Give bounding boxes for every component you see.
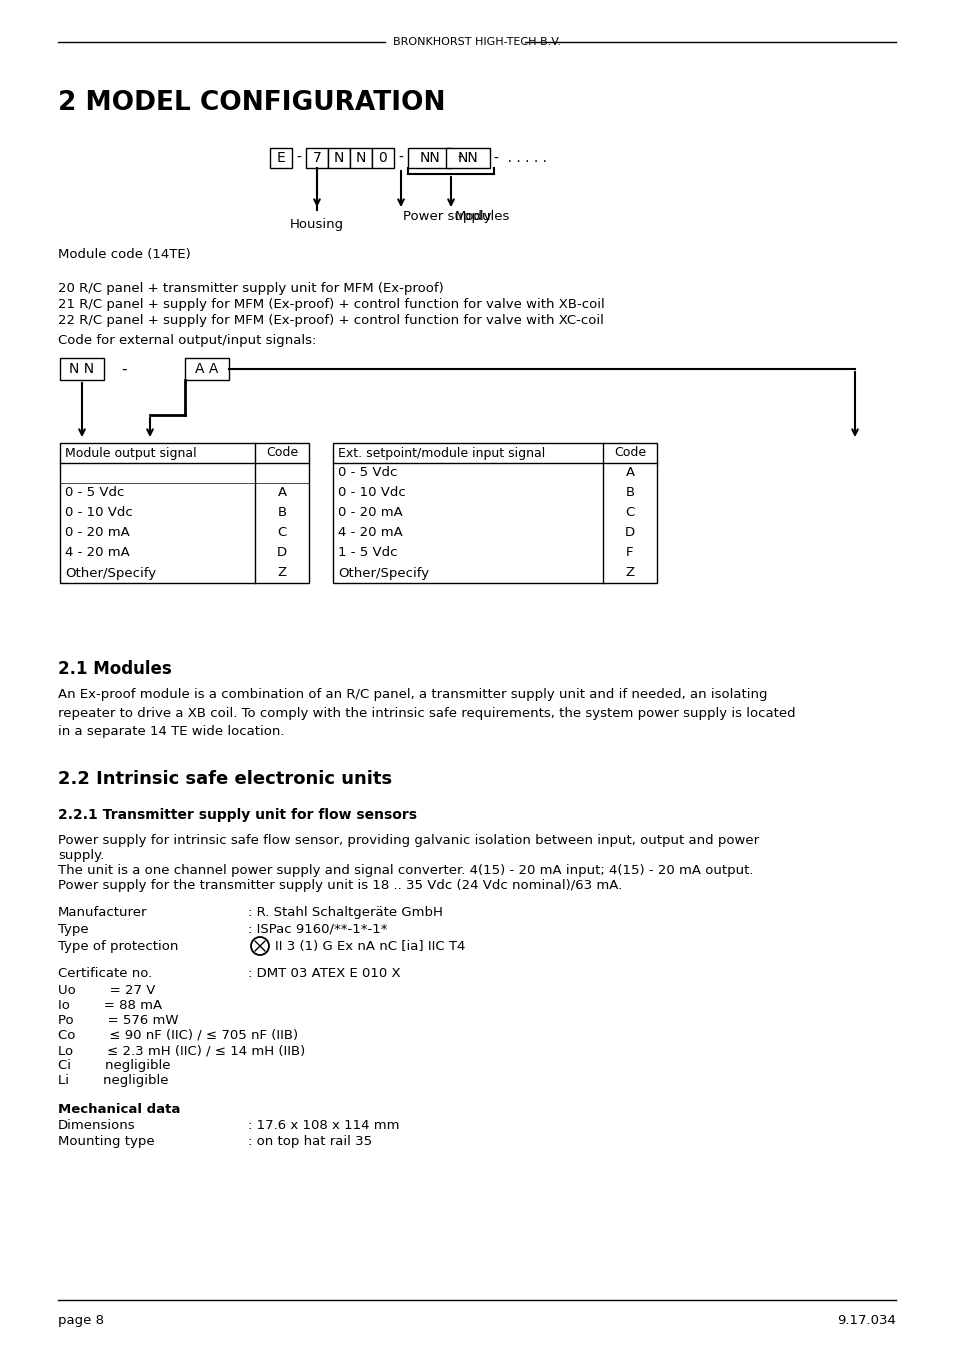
Text: Certificate no.: Certificate no. bbox=[58, 967, 152, 980]
Text: A: A bbox=[277, 486, 286, 500]
Text: 0 - 10 Vdc: 0 - 10 Vdc bbox=[337, 486, 405, 500]
Text: -: - bbox=[456, 151, 461, 165]
Text: C: C bbox=[277, 526, 286, 540]
Text: 21 R/C panel + supply for MFM (Ex-proof) + control function for valve with XB-co: 21 R/C panel + supply for MFM (Ex-proof)… bbox=[58, 298, 604, 311]
Text: NN: NN bbox=[457, 151, 477, 165]
Text: -  . . . . .: - . . . . . bbox=[494, 151, 546, 165]
Text: -: - bbox=[398, 151, 403, 165]
Text: A A: A A bbox=[195, 362, 218, 377]
Text: page 8: page 8 bbox=[58, 1314, 104, 1327]
Text: Type of protection: Type of protection bbox=[58, 940, 178, 953]
Text: N N: N N bbox=[70, 362, 94, 377]
Text: : DMT 03 ATEX E 010 X: : DMT 03 ATEX E 010 X bbox=[248, 967, 400, 980]
Text: 2.1 Modules: 2.1 Modules bbox=[58, 660, 172, 678]
Bar bbox=[306, 148, 328, 167]
Text: Modules: Modules bbox=[455, 211, 510, 223]
Bar bbox=[185, 358, 229, 379]
Text: Power supply for the transmitter supply unit is 18 .. 35 Vdc (24 Vdc nominal)/63: Power supply for the transmitter supply … bbox=[58, 879, 621, 892]
Text: Lo        ≤ 2.3 mH (IIC) / ≤ 14 mH (IIB): Lo ≤ 2.3 mH (IIC) / ≤ 14 mH (IIB) bbox=[58, 1044, 305, 1057]
Text: C: C bbox=[625, 506, 634, 520]
Text: F: F bbox=[625, 547, 633, 559]
Text: 2 MODEL CONFIGURATION: 2 MODEL CONFIGURATION bbox=[58, 90, 445, 116]
Text: Mounting type: Mounting type bbox=[58, 1135, 154, 1148]
Text: Uo        = 27 V: Uo = 27 V bbox=[58, 984, 155, 998]
Text: 9.17.034: 9.17.034 bbox=[836, 1314, 895, 1327]
Text: D: D bbox=[276, 547, 287, 559]
Text: N: N bbox=[355, 151, 366, 165]
Bar bbox=[446, 148, 490, 167]
Text: 2.2.1 Transmitter supply unit for flow sensors: 2.2.1 Transmitter supply unit for flow s… bbox=[58, 809, 416, 822]
Text: 0 - 20 mA: 0 - 20 mA bbox=[65, 526, 130, 540]
Text: 1 - 5 Vdc: 1 - 5 Vdc bbox=[337, 547, 397, 559]
Text: Housing: Housing bbox=[290, 217, 344, 231]
Text: 0 - 10 Vdc: 0 - 10 Vdc bbox=[65, 506, 132, 520]
Bar bbox=[60, 358, 104, 379]
Text: : 17.6 x 108 x 114 mm: : 17.6 x 108 x 114 mm bbox=[248, 1119, 399, 1133]
Text: Mechanical data: Mechanical data bbox=[58, 1103, 180, 1116]
Text: Module code (14TE): Module code (14TE) bbox=[58, 248, 191, 261]
Text: Li        negligible: Li negligible bbox=[58, 1075, 169, 1087]
Text: Z: Z bbox=[277, 567, 286, 579]
Text: 0 - 5 Vdc: 0 - 5 Vdc bbox=[337, 467, 397, 479]
Text: Io        = 88 mA: Io = 88 mA bbox=[58, 999, 162, 1012]
Text: Type: Type bbox=[58, 923, 89, 936]
Text: Z: Z bbox=[625, 567, 634, 579]
Text: : ISPac 9160/**-1*-1*: : ISPac 9160/**-1*-1* bbox=[248, 923, 387, 936]
Bar bbox=[333, 443, 657, 583]
Bar bbox=[408, 148, 452, 167]
Text: D: D bbox=[624, 526, 635, 540]
Text: B: B bbox=[625, 486, 634, 500]
Text: : R. Stahl Schaltgeräte GmbH: : R. Stahl Schaltgeräte GmbH bbox=[248, 906, 442, 919]
Bar bbox=[350, 148, 372, 167]
Text: 4 - 20 mA: 4 - 20 mA bbox=[65, 547, 130, 559]
Text: 0: 0 bbox=[378, 151, 387, 165]
Text: Power supply: Power supply bbox=[402, 211, 491, 223]
Text: Other/Specify: Other/Specify bbox=[65, 567, 156, 579]
Text: Code for external output/input signals:: Code for external output/input signals: bbox=[58, 333, 316, 347]
Text: 0 - 5 Vdc: 0 - 5 Vdc bbox=[65, 486, 124, 500]
Text: NN: NN bbox=[419, 151, 440, 165]
Text: E: E bbox=[276, 151, 285, 165]
Text: 20 R/C panel + transmitter supply unit for MFM (Ex-proof): 20 R/C panel + transmitter supply unit f… bbox=[58, 282, 443, 296]
Text: N: N bbox=[334, 151, 344, 165]
Bar bbox=[328, 148, 350, 167]
Text: 4 - 20 mA: 4 - 20 mA bbox=[337, 526, 402, 540]
Text: 2.2 Intrinsic safe electronic units: 2.2 Intrinsic safe electronic units bbox=[58, 769, 392, 788]
Text: 0 - 20 mA: 0 - 20 mA bbox=[337, 506, 402, 520]
Text: BRONKHORST HIGH-TECH B.V.: BRONKHORST HIGH-TECH B.V. bbox=[393, 36, 560, 47]
Text: An Ex-proof module is a combination of an R/C panel, a transmitter supply unit a: An Ex-proof module is a combination of a… bbox=[58, 688, 795, 738]
Text: Ext. setpoint/module input signal: Ext. setpoint/module input signal bbox=[337, 447, 545, 459]
Text: Other/Specify: Other/Specify bbox=[337, 567, 429, 579]
Text: The unit is a one channel power supply and signal converter. 4(15) - 20 mA input: The unit is a one channel power supply a… bbox=[58, 864, 753, 878]
Text: Co        ≤ 90 nF (IIC) / ≤ 705 nF (IIB): Co ≤ 90 nF (IIC) / ≤ 705 nF (IIB) bbox=[58, 1029, 297, 1042]
Bar bbox=[60, 443, 309, 583]
Text: supply.: supply. bbox=[58, 849, 104, 863]
Text: 7: 7 bbox=[313, 151, 321, 165]
Text: B: B bbox=[277, 506, 286, 520]
Text: Manufacturer: Manufacturer bbox=[58, 906, 148, 919]
Text: II 3 (1) G Ex nA nC [ia] IIC T4: II 3 (1) G Ex nA nC [ia] IIC T4 bbox=[274, 940, 465, 953]
Text: Code: Code bbox=[266, 447, 297, 459]
Text: : on top hat rail 35: : on top hat rail 35 bbox=[248, 1135, 372, 1148]
Text: -: - bbox=[121, 362, 127, 377]
Text: Dimensions: Dimensions bbox=[58, 1119, 135, 1133]
Bar bbox=[270, 148, 292, 167]
Text: -: - bbox=[296, 151, 301, 165]
Text: Power supply for intrinsic safe flow sensor, providing galvanic isolation betwee: Power supply for intrinsic safe flow sen… bbox=[58, 834, 759, 846]
Text: Module output signal: Module output signal bbox=[65, 447, 196, 459]
Text: Code: Code bbox=[614, 447, 645, 459]
Bar bbox=[372, 148, 394, 167]
Text: Ci        negligible: Ci negligible bbox=[58, 1058, 171, 1072]
Text: Po        = 576 mW: Po = 576 mW bbox=[58, 1014, 178, 1027]
Text: A: A bbox=[625, 467, 634, 479]
Text: 22 R/C panel + supply for MFM (Ex-proof) + control function for valve with XC-co: 22 R/C panel + supply for MFM (Ex-proof)… bbox=[58, 315, 603, 327]
